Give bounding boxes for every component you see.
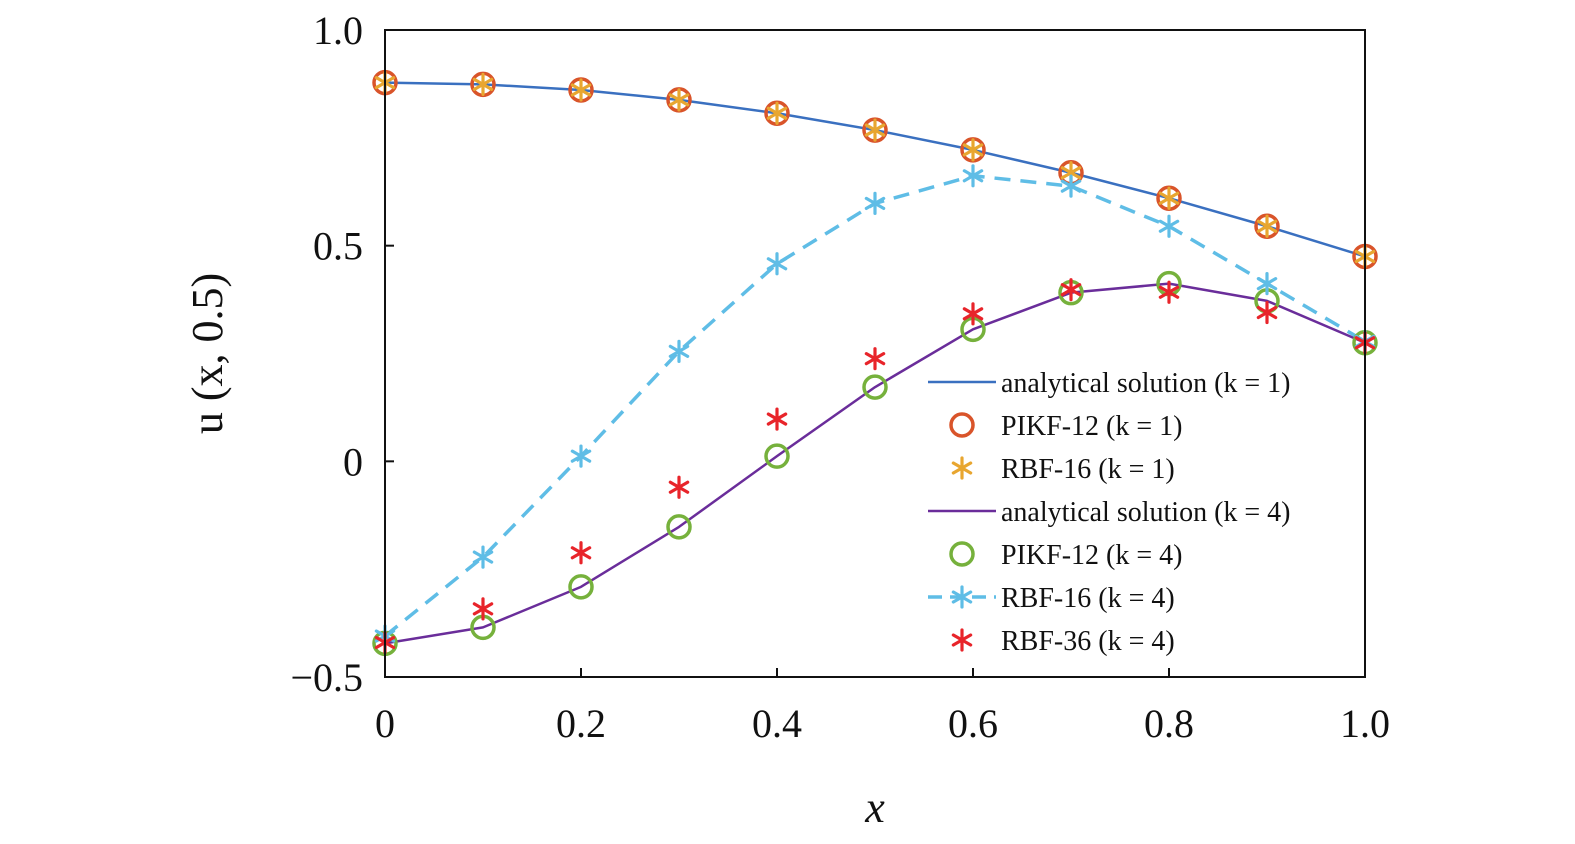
series-markers (372, 69, 1378, 657)
legend-marker-swatch (949, 412, 975, 438)
asterisk-stroke (962, 169, 984, 183)
x-tick-label: 0.4 (752, 701, 802, 746)
series-5-point (668, 339, 690, 363)
asterisk-stroke (1158, 219, 1180, 233)
legend-item: RBF-16 (k = 1) (951, 454, 1175, 485)
series-2-point (570, 78, 592, 102)
y-axis-title: u (x, 0.5) (183, 273, 232, 434)
y-tick-label: −0.5 (290, 655, 363, 700)
series-4-point (764, 443, 790, 469)
axis-ticks: 0 0.2 0.4 0.6 0.8 1.0 −0.5 0 0.5 1.0 (290, 8, 1390, 746)
series-3-line (384, 282, 1366, 645)
legend: analytical solution (k = 1) PIKF-12 (k = … (928, 368, 1291, 657)
series-6-point (668, 475, 690, 499)
asterisk-stroke (962, 143, 984, 157)
legend-item: analytical solution (k = 4) (928, 497, 1291, 528)
series-6-point (864, 347, 886, 371)
asterisk-stroke (962, 307, 984, 321)
legend-label: analytical solution (k = 1) (1001, 368, 1291, 399)
x-axis-title: x (864, 783, 885, 832)
series-6-point (570, 541, 592, 565)
asterisk-stroke (1256, 219, 1278, 233)
asterisk-stroke (766, 106, 788, 120)
series-6-point (1060, 278, 1082, 302)
legend-label: RBF-16 (k = 1) (1001, 454, 1175, 485)
legend-marker-swatch (951, 628, 973, 652)
legend-label: PIKF-12 (k = 4) (1001, 540, 1182, 571)
series-2-point (1158, 186, 1180, 210)
asterisk-stroke (472, 550, 494, 564)
asterisk-stroke (766, 257, 788, 271)
series-5-point (1060, 174, 1082, 198)
asterisk-stroke (1060, 283, 1082, 297)
asterisk-stroke (864, 123, 886, 137)
legend-item: RBF-36 (k = 4) (951, 626, 1175, 657)
series-6-point (766, 407, 788, 431)
legend-label: RBF-36 (k = 4) (1001, 626, 1175, 657)
asterisk-stroke (668, 480, 690, 494)
asterisk-stroke (472, 77, 494, 91)
asterisk-stroke (951, 461, 973, 475)
asterisk-stroke (951, 590, 973, 604)
series-6-point (962, 302, 984, 326)
x-tick-label: 1.0 (1340, 701, 1390, 746)
asterisk-stroke (668, 344, 690, 358)
asterisk-stroke (1060, 179, 1082, 193)
plot-frame (384, 29, 1366, 678)
legend-label: RBF-16 (k = 4) (1001, 583, 1175, 614)
series-5-line (383, 174, 1366, 638)
series-4-point (666, 514, 692, 540)
asterisk-stroke (570, 83, 592, 97)
series-5-point (766, 252, 788, 276)
asterisk-stroke (1256, 305, 1278, 320)
x-tick-label: 0.2 (556, 701, 606, 746)
asterisk-stroke (668, 93, 690, 107)
legend-item: RBF-16 (k = 4) (928, 583, 1175, 614)
asterisk-stroke (1158, 285, 1180, 299)
x-tick-label: 0.6 (948, 701, 998, 746)
asterisk-stroke (864, 352, 886, 366)
asterisk-stroke (570, 546, 592, 560)
series-6-point (1158, 280, 1180, 304)
legend-item: PIKF-12 (k = 4) (949, 540, 1182, 571)
asterisk-stroke (1060, 166, 1082, 180)
x-tick-label: 0 (375, 701, 395, 746)
legend-label: PIKF-12 (k = 1) (1001, 411, 1182, 442)
y-tick-label: 0 (343, 439, 363, 484)
y-tick-label: 1.0 (313, 8, 363, 53)
series-5-point (1158, 214, 1180, 238)
asterisk-stroke (864, 196, 886, 210)
asterisk-stroke (1256, 277, 1278, 291)
series-5-point (570, 444, 592, 468)
asterisk-stroke (472, 602, 494, 616)
legend-item: analytical solution (k = 1) (928, 368, 1291, 399)
series-5-point (472, 545, 494, 569)
y-tick-label: 0.5 (313, 224, 363, 269)
asterisk-stroke (570, 449, 592, 463)
series-2-point (1256, 214, 1278, 238)
asterisk-stroke (1158, 191, 1180, 205)
asterisk-stroke (951, 633, 973, 647)
series-2-point (472, 72, 494, 96)
x-tick-label: 0.8 (1144, 701, 1194, 746)
series-5-point (962, 164, 984, 188)
series-6-point (472, 597, 494, 621)
series-2-point (766, 101, 788, 125)
series-4-point (568, 574, 594, 600)
series-5-point (1256, 272, 1278, 296)
series-4-point (862, 374, 888, 400)
legend-marker-swatch (949, 541, 975, 567)
legend-label: analytical solution (k = 4) (1001, 497, 1291, 528)
legend-item: PIKF-12 (k = 1) (949, 411, 1182, 442)
series-0-line (384, 81, 1366, 258)
series-5-point (864, 191, 886, 215)
series-2-point (962, 138, 984, 162)
asterisk-stroke (766, 412, 788, 426)
legend-marker-swatch (951, 456, 973, 480)
series-2-point (668, 88, 690, 112)
legend-marker-swatch (951, 585, 973, 609)
series-2-point (864, 118, 886, 142)
series-6-point (1256, 300, 1278, 325)
